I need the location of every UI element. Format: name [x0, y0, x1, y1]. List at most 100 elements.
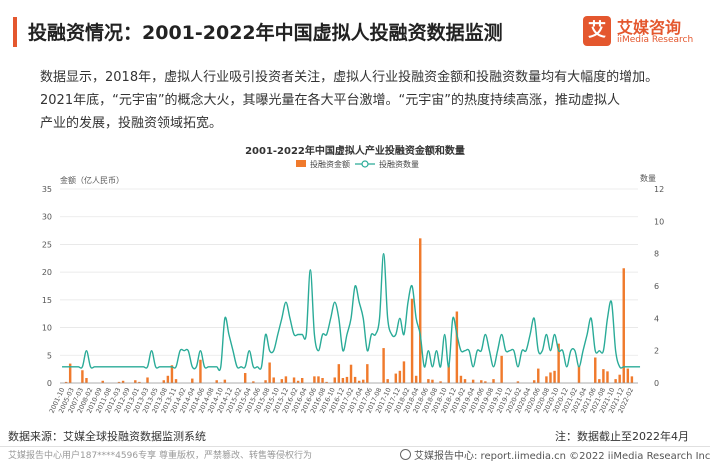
logo-mark-icon: 艾 [583, 16, 611, 46]
bar [463, 379, 467, 383]
bar [264, 380, 267, 383]
bar [357, 380, 361, 383]
bar [64, 381, 68, 383]
bar [138, 381, 141, 383]
y-axis-title: 金额（亿人民币） [60, 175, 124, 185]
bar [272, 377, 275, 383]
data-source: 数据来源：艾媒全球投融资数据监测系统 [8, 430, 206, 443]
bar [366, 364, 369, 383]
paragraph-line: 产业的发展，投融资领域拓宽。 [40, 116, 223, 131]
y-tick-label: 35 [42, 185, 52, 194]
y-tick-label: 0 [47, 379, 52, 388]
bar [439, 381, 442, 383]
legend-bar-swatch [296, 160, 306, 167]
bar [500, 355, 503, 383]
bar [362, 379, 365, 383]
bar [549, 372, 552, 383]
y2-axis-title: 数量 [640, 173, 656, 183]
bar [223, 379, 227, 383]
bar [606, 371, 609, 383]
bar [252, 381, 255, 383]
description-paragraph: 数据显示，2018年，虚拟人行业吸引投资者关注，虚拟人行业投融资金额和投融资数量… [40, 66, 700, 135]
bar [622, 268, 625, 383]
report-center-text: 艾媒报告中心: report.iimedia.cn ©2022 iiMedia … [414, 451, 710, 462]
globe-icon [400, 449, 411, 460]
y2-tick-label: 6 [654, 282, 659, 291]
bar [333, 377, 336, 383]
bar [199, 359, 202, 383]
bar [471, 379, 475, 383]
bar [447, 365, 450, 383]
data-note: 注：数据截止至2022年4月 [555, 430, 689, 443]
bar [337, 364, 341, 383]
y-tick-label: 10 [42, 324, 52, 333]
bar [614, 379, 617, 383]
y2-tick-label: 8 [654, 250, 659, 259]
bar [414, 375, 418, 383]
paragraph-line: 2021年底，“元宇宙”的概念大火，其曝光量在各大平台激增。“元宇宙”的热度持续… [40, 93, 621, 108]
bar [313, 376, 316, 383]
bar [545, 376, 548, 383]
count-line [62, 252, 641, 372]
brand-logo: 艾 艾媒咨询 iiMedia Research [583, 13, 703, 53]
bar [166, 375, 170, 383]
bar [280, 379, 284, 383]
y2-tick-label: 4 [654, 314, 659, 323]
bar [243, 373, 247, 383]
bar [121, 380, 125, 383]
footer-divider [0, 446, 710, 447]
bar [537, 368, 540, 383]
bar [191, 378, 194, 383]
paragraph-line: 数据显示，2018年，虚拟人行业吸引投资者关注，虚拟人行业投融资金额和投融资数量… [40, 70, 659, 85]
bar [398, 370, 402, 383]
bar [630, 376, 634, 383]
bar [386, 379, 389, 383]
bar [577, 365, 581, 383]
bar [353, 376, 357, 383]
bar [317, 376, 320, 383]
chart-title: 2001-2022年中国虚拟人产业投融资金额和数量 [245, 144, 465, 157]
bar [427, 379, 430, 383]
y-tick-label: 25 [42, 240, 52, 249]
report-center-link[interactable]: 艾媒报告中心: report.iimedia.cn ©2022 iiMedia … [400, 447, 710, 462]
bar [325, 381, 328, 383]
bar [626, 368, 630, 383]
bar [268, 362, 271, 383]
bar [134, 380, 137, 383]
bar [492, 379, 495, 383]
bar [170, 365, 174, 383]
bar [532, 380, 536, 383]
bar [345, 376, 349, 383]
y2-tick-label: 10 [654, 217, 664, 226]
bar [300, 378, 304, 383]
y-tick-label: 20 [42, 268, 52, 277]
bar [455, 311, 459, 383]
bar [602, 369, 605, 383]
bar [431, 379, 434, 383]
bar [557, 343, 560, 383]
bar [292, 377, 296, 383]
y-tick-label: 15 [42, 296, 52, 305]
y-tick-label: 5 [47, 351, 52, 360]
y2-tick-label: 12 [654, 185, 664, 194]
copyright-notice: 艾媒报告中心用户187****4596专享 尊重版权，严禁篡改、转售等侵权行为 [8, 451, 312, 461]
bar [162, 380, 166, 383]
bar [341, 378, 345, 383]
bar [349, 364, 353, 383]
bar [480, 380, 483, 383]
bar [68, 363, 72, 383]
bar [101, 380, 104, 383]
bar [598, 379, 601, 383]
logo-text-cn: 艾媒咨询 [617, 18, 682, 37]
bar [410, 298, 414, 383]
title-accent-bar [13, 17, 17, 47]
logo-text-en: iiMedia Research [617, 35, 694, 45]
bar [419, 238, 422, 383]
bar [402, 361, 406, 383]
bar [516, 381, 520, 383]
bar [394, 373, 398, 383]
legend-line-marker [361, 160, 369, 168]
bar [174, 379, 178, 383]
bar [553, 370, 556, 383]
